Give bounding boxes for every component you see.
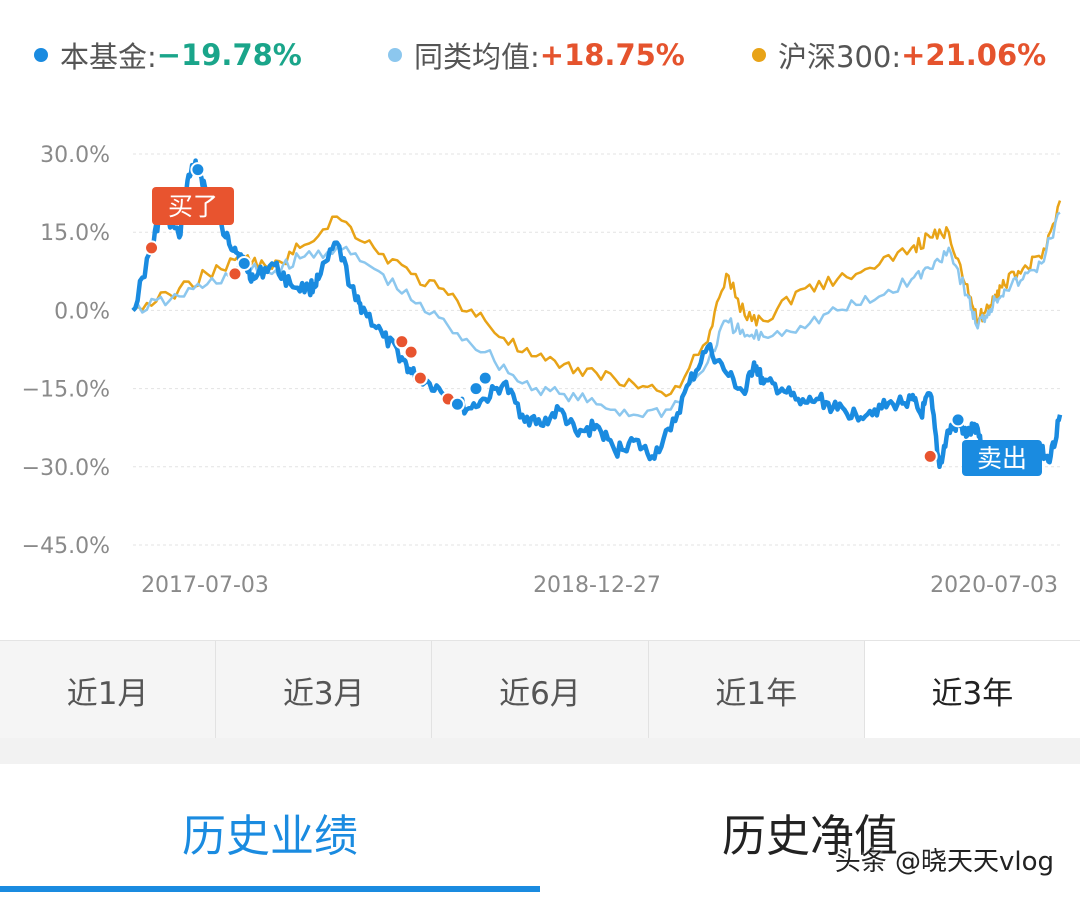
chart-series — [131, 158, 1063, 473]
trade-marker-5[interactable] — [403, 344, 419, 360]
chart-legend: 本基金: −19.78% 同类均值: +18.75% 沪深300: +21.06… — [0, 30, 1080, 80]
trade-marker-12[interactable] — [950, 412, 966, 428]
y-tick-label-0: 0.0% — [54, 299, 110, 324]
trade-marker-2[interactable] — [227, 266, 243, 282]
performance-line-chart[interactable]: 30.0% 15.0% 0.0% −15.0% −30.0% −45.0% 2017-07… — [0, 110, 1080, 620]
range-tabs: 近1月 近3月 近6月 近1年 近3年 — [0, 640, 1080, 739]
sell-annotation: 卖出 — [962, 440, 1042, 476]
y-tick-label-minus45: −45.0% — [22, 534, 110, 559]
buy-annotation-box — [152, 187, 234, 225]
trade-marker-11[interactable] — [922, 448, 938, 464]
y-axis-labels: 30.0% 15.0% 0.0% −15.0% −30.0% −45.0% — [22, 143, 110, 559]
sell-annotation-box — [962, 440, 1042, 476]
y-tick-label-minus30: −30.0% — [22, 456, 110, 481]
series-line-csi300 — [132, 200, 1062, 398]
range-tab-6m[interactable]: 近6月 — [432, 641, 649, 739]
legend-dot-csi300 — [752, 48, 766, 62]
x-tick-label-0: 2017-07-03 — [141, 573, 269, 598]
trade-marker-8[interactable] — [449, 396, 465, 412]
legend-item-peer-average: 同类均值: +18.75% — [388, 30, 685, 80]
y-tick-label-15: 15.0% — [40, 221, 110, 246]
x-tick-label-1: 2018-12-27 — [533, 573, 661, 598]
legend-value-csi300: +21.06% — [901, 38, 1047, 72]
range-tab-1y[interactable]: 近1年 — [648, 641, 865, 739]
legend-label-peer-average: 同类均值: — [414, 40, 540, 74]
trade-marker-4[interactable] — [394, 334, 410, 350]
bottom-tabs: 历史业绩 历史净值 — [0, 764, 1080, 900]
series-line-fund — [131, 158, 1063, 473]
legend-dot-fund — [34, 48, 48, 62]
legend-label-csi300: 沪深300: — [778, 40, 902, 74]
trade-marker-0[interactable] — [144, 240, 160, 256]
legend-dot-peer-average — [388, 48, 402, 62]
range-tab-3m[interactable]: 近3月 — [216, 641, 433, 739]
legend-item-csi300: 沪深300: +21.06% — [752, 30, 1046, 80]
legend-value-peer-average: +18.75% — [539, 38, 685, 72]
trade-marker-3[interactable] — [236, 255, 252, 271]
y-tick-label-minus15: −15.0% — [22, 378, 110, 403]
sell-annotation-label: 卖出 — [977, 444, 1027, 473]
watermark: 头条 @晓天天vlog — [834, 847, 1054, 877]
trade-marker-9[interactable] — [468, 381, 484, 397]
series-line-peer-average — [131, 211, 1061, 419]
trade-markers — [144, 162, 966, 464]
buy-annotation-label: 买了 — [168, 192, 218, 221]
legend-item-fund: 本基金: −19.78% — [34, 30, 302, 80]
range-tab-3y[interactable]: 近3年 — [864, 641, 1080, 739]
x-axis-labels: 2017-07-03 2018-12-27 2020-07-03 — [141, 573, 1058, 598]
buy-annotation: 买了 — [152, 187, 234, 225]
range-tab-1m[interactable]: 近1月 — [0, 641, 217, 739]
chart-grid — [133, 153, 1060, 546]
x-tick-label-2: 2020-07-03 — [930, 573, 1058, 598]
section-divider — [0, 738, 1080, 764]
trade-marker-10[interactable] — [477, 370, 493, 386]
trade-marker-1[interactable] — [190, 162, 206, 178]
tab-history-nav[interactable]: 历史净值 — [722, 811, 898, 862]
y-tick-label-30: 30.0% — [40, 143, 110, 168]
trade-marker-6[interactable] — [412, 370, 428, 386]
tab-history-performance[interactable]: 历史业绩 — [0, 764, 540, 900]
legend-label-fund: 本基金: — [60, 40, 157, 74]
legend-value-fund: −19.78% — [156, 38, 302, 72]
